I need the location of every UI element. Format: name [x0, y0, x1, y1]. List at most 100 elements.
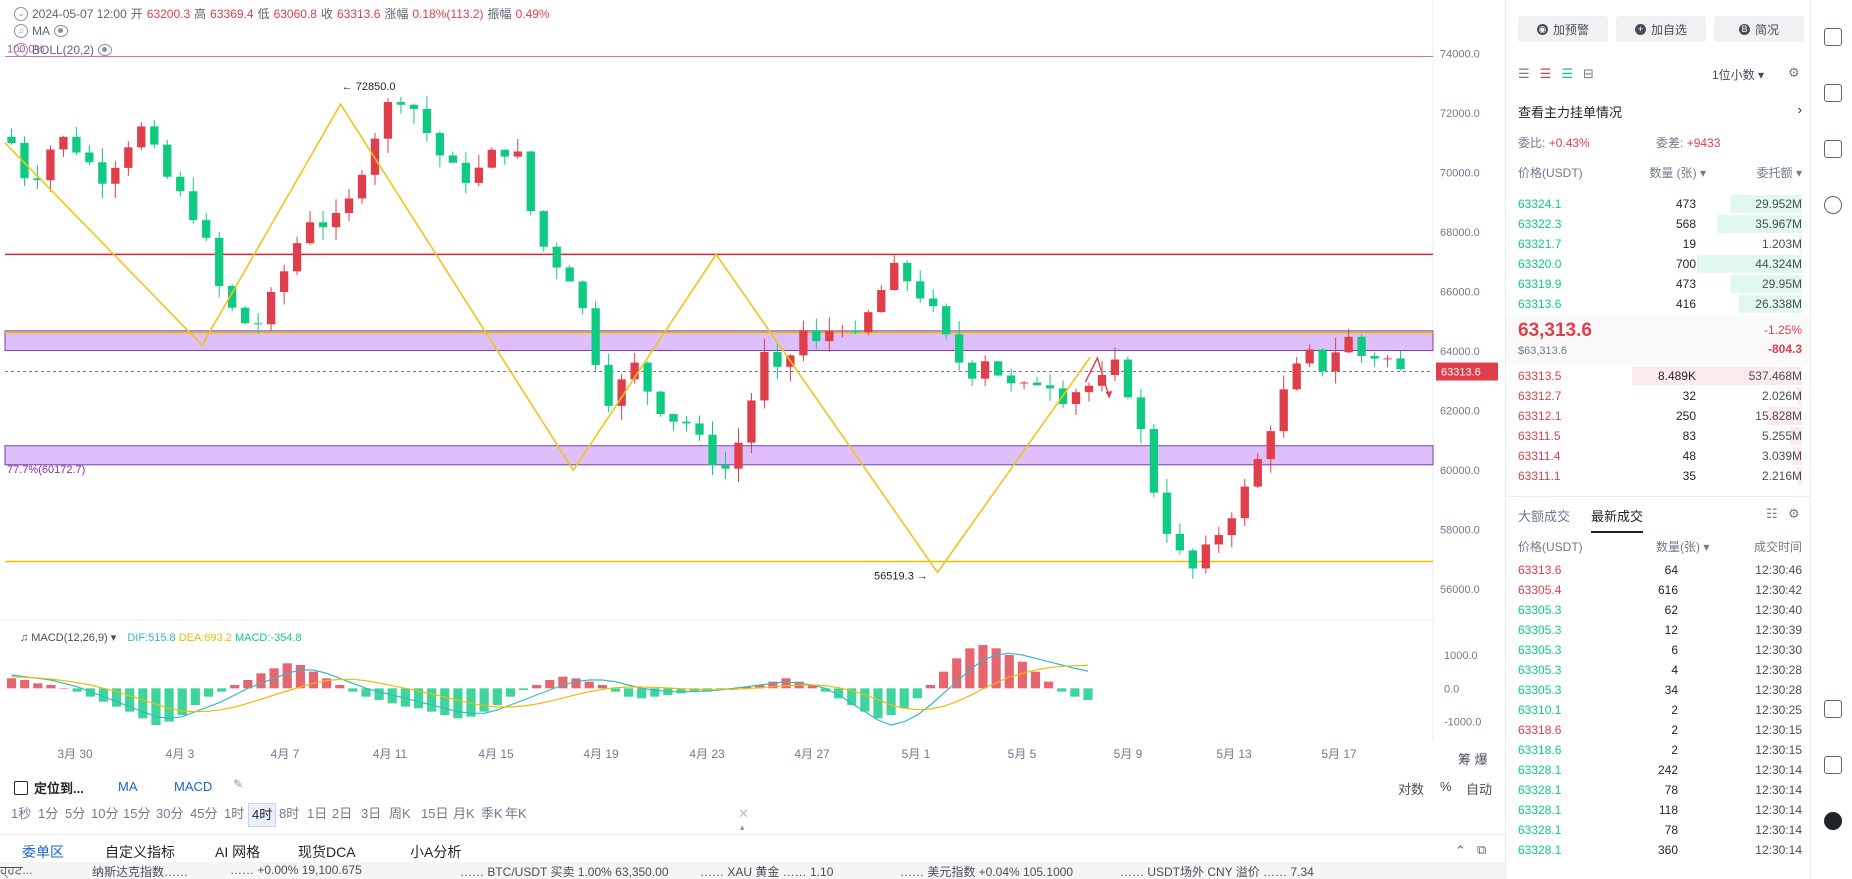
assistant-robot-icon[interactable]	[1824, 812, 1842, 830]
orderbook-row[interactable]: 63312.1 250 15.828M	[1518, 406, 1802, 426]
candles-icon[interactable]	[1824, 140, 1842, 158]
candle-body	[630, 362, 639, 380]
edit-icon[interactable]: ✎	[233, 777, 244, 791]
orderbook-row[interactable]: 63320.0 700 44.324M	[1518, 254, 1802, 274]
main-orders-link[interactable]: 查看主力挂单情况 ›	[1518, 102, 1802, 120]
ticker-item[interactable]: …… 美元指数 +0.04% 105.1000	[900, 865, 1074, 879]
bottom-tab-1[interactable]: 自定义指标	[105, 844, 175, 860]
timeframe-1[interactable]: 1分	[38, 806, 59, 821]
layout-asks-icon[interactable]: ☰	[1561, 66, 1573, 81]
price-tick: 72000.0	[1440, 108, 1480, 120]
ticker-strip[interactable]: ਹ੍ਹਟ... 纳斯达克指数…… …… +0.00% 19,100.675 …… BT…	[0, 862, 1852, 879]
orderbook-row[interactable]: 63311.1 35 2.216M	[1518, 466, 1802, 486]
chart-extra-tools[interactable]: 筹 爆	[1458, 752, 1488, 767]
timeframe-8[interactable]: 4时	[248, 803, 277, 827]
tab-large-trades[interactable]: 大额成交	[1518, 509, 1571, 524]
macd-toggle[interactable]: MACD	[174, 779, 213, 794]
layout-compact-icon[interactable]: ⊟	[1582, 66, 1594, 81]
ticker-item[interactable]: …… BTC/USDT 买卖 1.00% 63,350.00	[460, 865, 669, 879]
drag-handle-icon[interactable]: ▴	[740, 822, 745, 832]
total-column-select[interactable]: 委托额 ▾	[1756, 166, 1802, 180]
add-alert-button[interactable]: ◉ 加预警	[1518, 16, 1608, 42]
eye-icon[interactable]	[54, 25, 68, 37]
locate-button[interactable]: 定位到...	[14, 778, 84, 797]
candles[interactable]	[7, 96, 1405, 579]
projection-arrow[interactable]	[1084, 356, 1111, 399]
orderbook-row[interactable]: 63322.3 568 35.967M	[1518, 214, 1802, 234]
ma-toggle[interactable]: MA	[118, 779, 138, 794]
timeframe-5[interactable]: 30分	[156, 806, 184, 821]
orderbook-row[interactable]: 63311.4 48 3.039M	[1518, 446, 1802, 466]
summary-button[interactable]: B 简况	[1714, 16, 1804, 42]
chart-icon[interactable]	[1824, 84, 1842, 102]
timeframe-7[interactable]: 1时	[224, 806, 245, 821]
ticker-item[interactable]: …… XAU 黄金 …… 1.10	[700, 865, 834, 879]
scale-auto-button[interactable]: 自动	[1466, 782, 1493, 797]
bottom-tab-0[interactable]: 委单区	[22, 840, 64, 860]
candle-body	[111, 167, 120, 184]
tab-latest-trades[interactable]: 最新成交	[1591, 506, 1644, 533]
ticker-item[interactable]: 纳斯达克指数……	[92, 865, 189, 879]
timeframe-4[interactable]: 15分	[123, 806, 151, 821]
timeframe-2[interactable]: 5分	[65, 806, 86, 821]
qty-column-select[interactable]: 数量 (张) ▾	[1649, 166, 1706, 180]
collapse-chevron-icon[interactable]: ⌄	[14, 6, 28, 21]
layout-both-icon[interactable]: ☰	[1518, 66, 1530, 81]
candle-body	[851, 330, 860, 333]
orderbook-row[interactable]: 63313.6 416 26.338M	[1518, 294, 1802, 314]
chart-area[interactable]: 100.0% 77.7%(60172.7) ← 72850.0 56519.3 → 74…	[0, 0, 1505, 860]
timeframe-12[interactable]: 3日	[361, 806, 382, 821]
collapse-icon[interactable]: ⌃	[1455, 843, 1466, 858]
ticker-item[interactable]: …… +0.00% 19,100.675	[230, 863, 362, 877]
add-favorite-button[interactable]: + 加自选	[1616, 16, 1706, 42]
scale-percent-button[interactable]: %	[1440, 779, 1452, 794]
timeframe-6[interactable]: 45分	[190, 806, 218, 821]
settings-gear-icon[interactable]: ⚙	[1788, 65, 1800, 80]
bottom-tab-3[interactable]: 现货DCA	[298, 844, 356, 860]
trade-qty-select[interactable]: 数量(张) ▾	[1656, 540, 1710, 554]
macd-bar	[505, 688, 515, 697]
timeframe-13[interactable]: 周K	[389, 806, 411, 821]
orderbook-row[interactable]: 63321.7 19 1.203M	[1518, 234, 1802, 254]
ticker-item[interactable]: ਹ੍ਹਟ...	[0, 863, 33, 877]
zigzag-pattern[interactable]	[4, 102, 1091, 574]
timeframe-9[interactable]: 8时	[279, 806, 300, 821]
layout-bids-icon[interactable]: ☰	[1539, 66, 1552, 81]
decimals-select[interactable]: 1位小数 ▾	[1712, 68, 1765, 82]
orderbook-row[interactable]: 63312.7 32 2.026M	[1518, 386, 1802, 406]
list-filter-icon[interactable]: ☷	[1766, 506, 1778, 521]
orderbook-row[interactable]: 63311.5 83 5.255M	[1518, 426, 1802, 446]
macd-bar	[1017, 661, 1027, 689]
bottom-tab-2[interactable]: AI 网格	[215, 844, 261, 860]
timeframe-0[interactable]: 1秒	[11, 806, 32, 821]
orderbook-row[interactable]: 63313.5 8.489K 537.468M	[1518, 366, 1802, 386]
boll-indicator-row[interactable]: ♫ BOLL(20,2)	[14, 43, 113, 57]
timeframe-3[interactable]: 10分	[91, 806, 119, 821]
settings-gear-icon[interactable]: ⚙	[1788, 506, 1800, 521]
calculator-icon[interactable]	[1824, 756, 1842, 774]
eye-icon[interactable]	[98, 44, 113, 56]
scale-log-button[interactable]: 对数	[1398, 782, 1425, 797]
popout-icon[interactable]: ⧉	[1477, 842, 1487, 857]
timeframe-17[interactable]: 年K	[505, 806, 527, 821]
orderbook-row[interactable]: 63324.1 473 29.952M	[1518, 194, 1802, 214]
close-icon[interactable]: ✕	[738, 806, 749, 821]
ma-indicator-row[interactable]: ♫ MA	[14, 24, 68, 38]
timeframe-15[interactable]: 月K	[453, 806, 475, 821]
orderbook-row[interactable]: 63319.9 473 29.95M	[1518, 274, 1802, 294]
bell-icon[interactable]: ♫	[14, 24, 28, 38]
candle-body	[539, 211, 548, 247]
timeframe-10[interactable]: 1日	[307, 806, 328, 821]
timeframe-16[interactable]: 季K	[481, 806, 503, 821]
timeframe-14[interactable]: 15日	[421, 806, 449, 821]
bell-icon[interactable]: ♫	[14, 43, 28, 57]
ticker-item[interactable]: …… USDT场外 CNY 溢价 …… 7.34	[1120, 865, 1314, 879]
timeframe-11[interactable]: 2日	[332, 806, 353, 821]
exchange-icon[interactable]	[1824, 196, 1842, 214]
supply-zone[interactable]	[4, 330, 1434, 352]
bottom-tab-4[interactable]: 小A分析	[410, 844, 462, 860]
supply-zone[interactable]	[4, 445, 1434, 466]
dollar-icon[interactable]	[1824, 28, 1842, 46]
layout-icon[interactable]	[1824, 700, 1842, 718]
